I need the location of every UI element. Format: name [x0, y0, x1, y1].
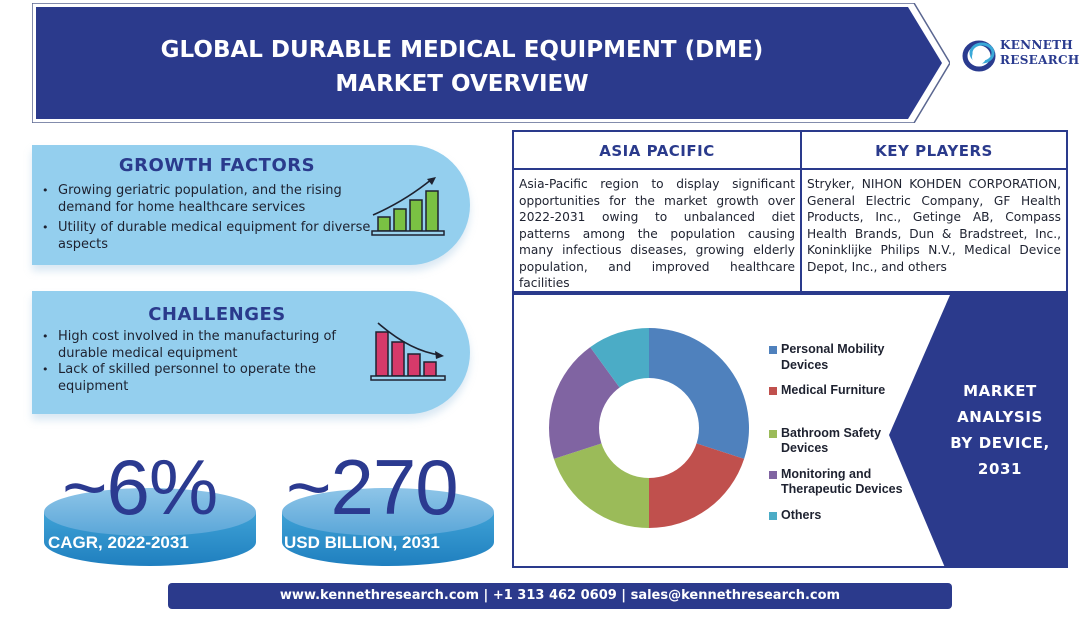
page-title-line1: GLOBAL DURABLE MEDICAL EQUIPMENT (DME): [160, 37, 764, 63]
stat-market-size-value: ~270: [286, 443, 459, 531]
legend-swatch: [769, 470, 777, 479]
legend-label: Personal Mobility: [781, 342, 885, 356]
stat-cagr-label: CAGR, 2022-2031: [48, 533, 189, 552]
legend-item-bathroom-safety: Bathroom Safety Devices: [769, 426, 959, 457]
legend-label: Devices: [781, 441, 829, 455]
challenges-list: High cost involved in the manufacturing …: [42, 329, 372, 395]
page-title: GLOBAL DURABLE MEDICAL EQUIPMENT (DME) M…: [72, 33, 852, 101]
stat-market-size-label: USD BILLION, 2031: [284, 533, 440, 552]
growth-factors-list: Growing geriatric population, and the ri…: [42, 183, 372, 257]
donut-chart: [549, 328, 749, 528]
legend-label: Bathroom Safety: [781, 425, 882, 440]
legend-label: Medical Furniture: [781, 383, 886, 397]
legend-swatch: [769, 346, 777, 354]
legend-swatch: [769, 429, 777, 438]
market-analysis-label: MARKET ANALYSIS BY DEVICE, 2031: [930, 378, 1066, 482]
legend-item-monitoring-therapeutic: Monitoring and Therapeutic Devices: [769, 467, 959, 498]
legend-item-personal-mobility: Personal Mobility Devices: [769, 342, 959, 373]
header-banner: GLOBAL DURABLE MEDICAL EQUIPMENT (DME) M…: [32, 3, 950, 123]
page-title-line2: MARKET OVERVIEW: [335, 71, 589, 97]
bar-chart-down-icon: [370, 322, 446, 381]
growth-factors-title: GROWTH FACTORS: [118, 155, 316, 176]
market-analysis-arrow-shape: [889, 295, 1066, 566]
challenges-title: CHALLENGES: [148, 304, 286, 325]
key-players-title: KEY PLAYERS: [802, 132, 1066, 170]
legend-label: Therapeutic Devices: [781, 482, 903, 496]
stat-cagr: ~6% CAGR, 2022-2031: [40, 440, 260, 570]
contact-footer: www.kennethresearch.com | +1 313 462 060…: [168, 583, 952, 609]
market-analysis-line2: ANALYSIS: [957, 408, 1043, 426]
stat-market-size: ~270 USD BILLION, 2031: [278, 440, 498, 570]
asia-pacific-title: ASIA PACIFIC: [514, 132, 800, 170]
legend-item-others: Others: [769, 508, 959, 524]
logo-line1: KENNETH: [1000, 38, 1074, 52]
list-item: High cost involved in the manufacturing …: [42, 329, 372, 362]
banner-arrow-shape: [32, 3, 950, 123]
market-analysis-line3: BY DEVICE,: [950, 434, 1050, 452]
asia-pacific-panel: ASIA PACIFIC Asia-Pacific region to disp…: [512, 130, 802, 293]
market-analysis-line1: MARKET: [963, 382, 1037, 400]
legend-label: Monitoring and: [781, 466, 872, 481]
swirl-logo-icon: [962, 40, 996, 72]
list-item: Lack of skilled personnel to operate the…: [42, 362, 372, 395]
legend-swatch: [769, 387, 777, 395]
challenges-panel: CHALLENGES High cost involved in the man…: [32, 291, 470, 414]
key-players-text: Stryker, NIHON KOHDEN CORPORATION, Gener…: [807, 177, 1061, 274]
logo-line2: RESEARCH: [1000, 53, 1080, 67]
legend-swatch: [769, 511, 777, 520]
market-analysis-chart-panel: Personal Mobility Devices Medical Furnit…: [512, 293, 1068, 568]
bar-chart-up-icon: [371, 177, 445, 236]
legend-item-medical-furniture: Medical Furniture: [769, 383, 959, 399]
kenneth-research-logo: KENNETH RESEARCH: [962, 36, 1080, 76]
chart-legend: Personal Mobility Devices Medical Furnit…: [769, 342, 959, 523]
legend-label: Others: [781, 507, 822, 522]
list-item: Growing geriatric population, and the ri…: [42, 183, 372, 216]
growth-factors-panel: GROWTH FACTORS Growing geriatric populat…: [32, 145, 470, 265]
market-analysis-line4: 2031: [977, 460, 1023, 478]
key-players-panel: KEY PLAYERS Stryker, NIHON KOHDEN CORPOR…: [800, 130, 1068, 293]
disc-pedestal-icon: [282, 488, 494, 566]
logo-wordmark: KENNETH RESEARCH: [1000, 38, 1080, 68]
stat-cagr-value: ~6%: [62, 443, 218, 531]
list-item: Utility of durable medical equipment for…: [42, 220, 372, 253]
disc-pedestal-icon: [44, 488, 256, 566]
asia-pacific-text: Asia-Pacific region to display significa…: [519, 177, 795, 290]
legend-label: Devices: [781, 357, 829, 372]
